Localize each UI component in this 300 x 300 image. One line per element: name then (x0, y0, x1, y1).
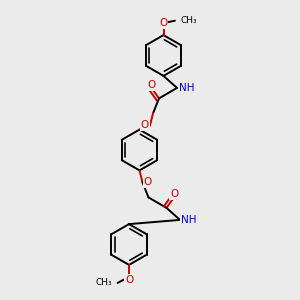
Text: O: O (147, 80, 156, 90)
Text: O: O (144, 177, 152, 188)
Text: O: O (170, 189, 178, 200)
Text: O: O (159, 18, 168, 28)
Text: O: O (140, 120, 149, 130)
Text: NH: NH (179, 83, 195, 93)
Text: O: O (125, 275, 133, 285)
Text: CH₃: CH₃ (96, 278, 112, 287)
Text: CH₃: CH₃ (180, 16, 197, 25)
Text: NH: NH (181, 215, 197, 225)
